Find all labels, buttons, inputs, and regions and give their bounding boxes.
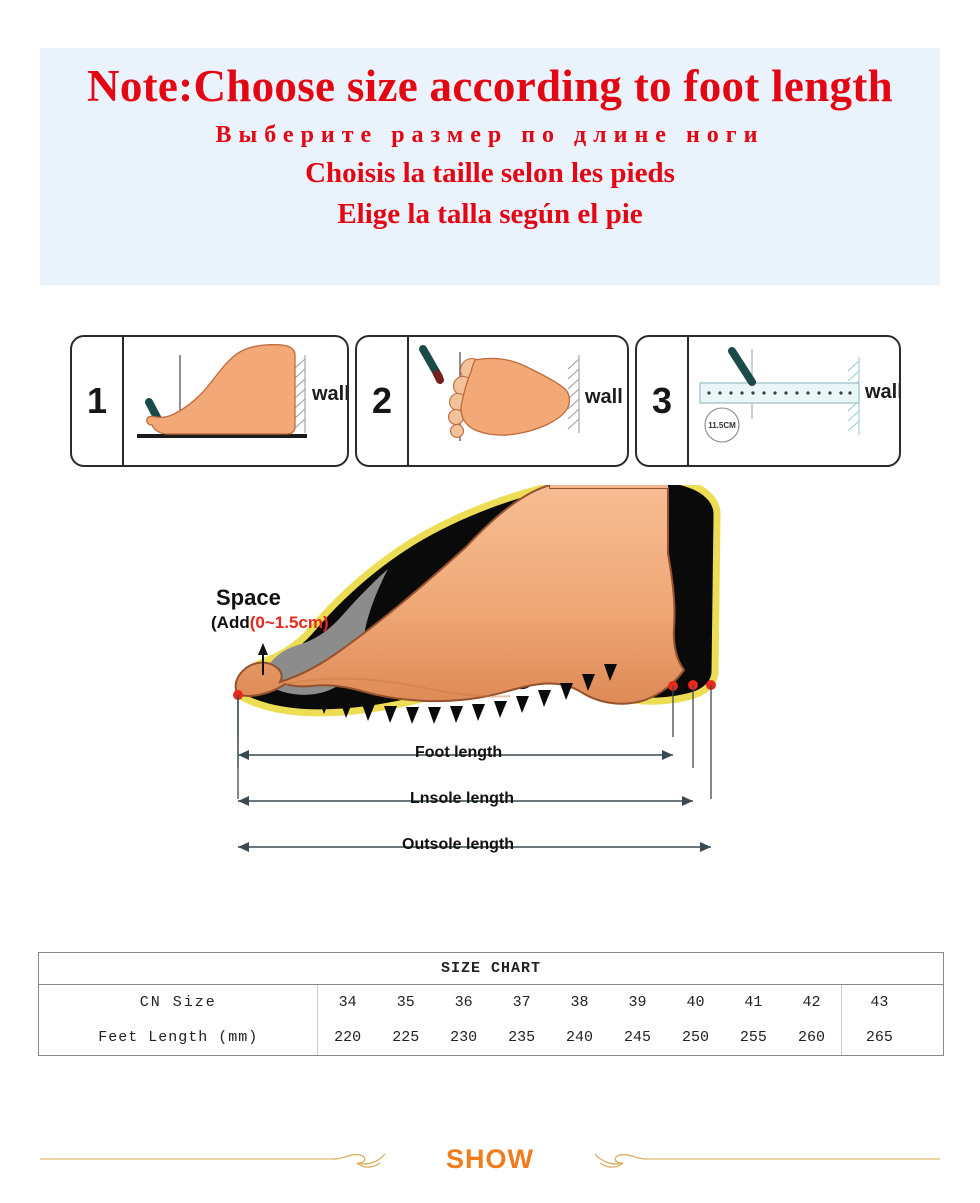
svg-text:wall: wall	[864, 381, 899, 403]
svg-text:11.5CM: 11.5CM	[708, 421, 736, 430]
svg-text:wall: wall	[311, 383, 347, 405]
svg-text:wall: wall	[584, 386, 623, 408]
svg-text:SHOW: SHOW	[446, 1148, 534, 1174]
